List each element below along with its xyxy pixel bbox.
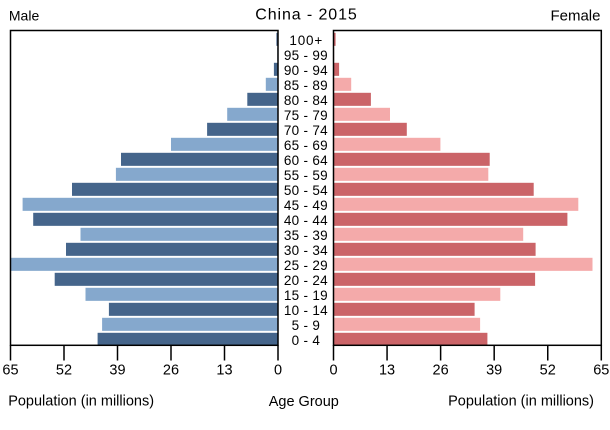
svg-text:Male: Male xyxy=(9,7,40,23)
svg-text:25 - 29: 25 - 29 xyxy=(284,258,328,273)
svg-text:45 - 49: 45 - 49 xyxy=(284,198,328,213)
svg-text:0: 0 xyxy=(329,362,337,378)
svg-text:52: 52 xyxy=(56,362,72,378)
svg-text:70 - 74: 70 - 74 xyxy=(284,123,328,138)
svg-text:40 - 44: 40 - 44 xyxy=(284,213,328,228)
svg-text:13: 13 xyxy=(216,362,232,378)
svg-text:50 - 54: 50 - 54 xyxy=(284,183,328,198)
svg-text:20 - 24: 20 - 24 xyxy=(284,273,328,288)
svg-text:26: 26 xyxy=(433,362,449,378)
svg-text:0 - 4: 0 - 4 xyxy=(292,333,321,348)
svg-text:39: 39 xyxy=(486,362,502,378)
svg-text:Population (in millions): Population (in millions) xyxy=(8,394,154,410)
svg-text:60 - 64: 60 - 64 xyxy=(284,153,328,168)
svg-text:13: 13 xyxy=(379,362,395,378)
svg-text:90 - 94: 90 - 94 xyxy=(284,63,328,78)
svg-text:95 - 99: 95 - 99 xyxy=(284,48,328,63)
svg-text:China - 2015: China - 2015 xyxy=(255,7,357,24)
svg-text:15 - 19: 15 - 19 xyxy=(284,288,328,303)
svg-text:Female: Female xyxy=(550,7,600,24)
svg-text:100+: 100+ xyxy=(289,33,323,48)
svg-text:75 - 79: 75 - 79 xyxy=(284,108,328,123)
svg-text:26: 26 xyxy=(163,362,179,378)
svg-text:65: 65 xyxy=(593,362,609,378)
svg-text:10 - 14: 10 - 14 xyxy=(284,303,328,318)
svg-text:55 - 59: 55 - 59 xyxy=(284,168,328,183)
svg-text:52: 52 xyxy=(540,362,556,378)
svg-text:35 - 39: 35 - 39 xyxy=(284,228,328,243)
svg-text:80 - 84: 80 - 84 xyxy=(284,93,328,108)
svg-text:Age Group: Age Group xyxy=(269,394,339,410)
svg-text:5 - 9: 5 - 9 xyxy=(292,318,321,333)
svg-text:0: 0 xyxy=(274,362,282,378)
svg-text:65 - 69: 65 - 69 xyxy=(284,138,328,153)
svg-text:65: 65 xyxy=(2,362,18,378)
svg-text:30 - 34: 30 - 34 xyxy=(284,243,328,258)
svg-text:39: 39 xyxy=(109,362,125,378)
svg-text:Population (in millions): Population (in millions) xyxy=(448,394,594,410)
svg-text:85 - 89: 85 - 89 xyxy=(284,78,328,93)
